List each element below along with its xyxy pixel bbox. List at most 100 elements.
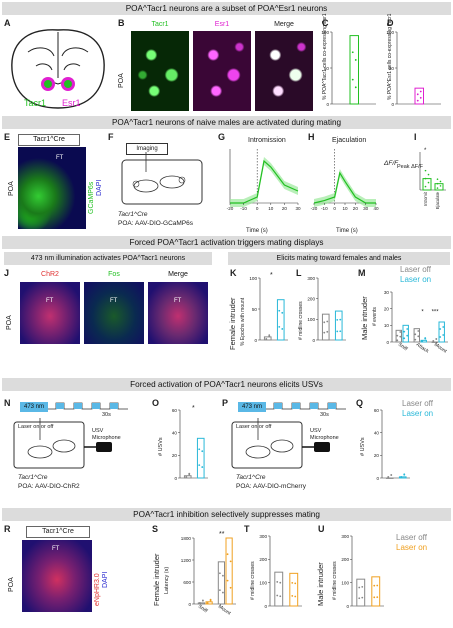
sem-band <box>314 169 376 207</box>
panel-o-ylabel: # USVs <box>158 437 164 456</box>
sig-star: *** <box>432 310 440 316</box>
data-point <box>265 338 268 340</box>
laser-on-off-p: Laser on or off <box>236 424 272 430</box>
data-point <box>424 337 427 340</box>
panel-label-c: C <box>322 18 329 28</box>
bar <box>402 324 409 343</box>
bar <box>225 537 233 605</box>
data-point <box>406 334 409 337</box>
data-point <box>419 96 422 99</box>
panel-label-s: S <box>152 524 159 534</box>
panel-label-d: D <box>387 18 394 28</box>
y-tick-label: 40 <box>172 430 178 435</box>
x-cat-label: Mount <box>433 342 448 355</box>
female-intruder-label: Female intruder <box>228 297 237 350</box>
data-point <box>229 586 232 589</box>
stain-enphr: eNpHR3.0 <box>94 573 101 606</box>
data-point <box>279 581 282 584</box>
panel-label-a: A <box>4 18 11 28</box>
data-point <box>276 594 279 597</box>
data-point <box>351 51 354 54</box>
x-cat-label: Intromit <box>423 191 428 206</box>
bar <box>217 561 226 605</box>
ft-label-e: FT <box>56 155 64 161</box>
data-point <box>222 574 224 577</box>
chart-q: 60 40 20 0 <box>374 408 410 481</box>
data-point <box>226 553 229 556</box>
panel-i-ylabel: Peak ΔF/F <box>397 164 423 170</box>
data-point <box>376 596 379 599</box>
chart-o: 60 40 20 0 * <box>172 405 208 481</box>
duration-p: 30s <box>320 412 329 418</box>
panel-j-side: POA <box>6 315 13 330</box>
panel-label-t: T <box>244 524 250 534</box>
chart-k: 100 50 0 * <box>249 272 288 343</box>
panel-label-m: M <box>358 268 366 278</box>
chart-l: 300 200 100 0 <box>307 276 346 343</box>
data-point <box>326 330 329 333</box>
data-point <box>387 476 390 478</box>
y-tick-label: 0 <box>326 102 329 107</box>
panel-e-side: POA <box>8 181 15 196</box>
laser-box-p: 473 nm <box>238 402 266 412</box>
panel-label-f: F <box>108 132 114 142</box>
data-point <box>424 169 427 172</box>
right-subtitle: Elicits mating toward females and males <box>228 252 450 265</box>
panel-label-p: P <box>222 398 229 408</box>
data-point <box>323 321 326 324</box>
laser-pulses-p <box>266 402 346 410</box>
y-tick-label: 0 <box>254 338 257 343</box>
y-tick-label: 100 <box>386 30 394 35</box>
legend-q-on: Laser on <box>402 409 434 418</box>
legend-u-on: Laser on <box>396 543 428 552</box>
data-point <box>436 182 439 185</box>
data-point <box>416 93 419 96</box>
data-point <box>268 335 271 338</box>
data-point <box>442 326 445 328</box>
panel-label-b: B <box>118 18 125 28</box>
section-header-2: POA^Tacr1 neurons of naive males are act… <box>2 116 451 129</box>
x-tick-label: 20 <box>353 206 359 211</box>
micrograph-merge <box>255 31 313 111</box>
micrograph-tacr1 <box>131 31 189 111</box>
x-cat-label: Ejaculate <box>435 191 440 209</box>
data-point <box>424 185 427 188</box>
panel-h-title: Ejaculation <box>332 137 367 144</box>
data-point <box>400 476 403 478</box>
panel-g-xlabel: Time (s) <box>246 228 268 234</box>
data-point <box>439 180 442 183</box>
x-tick-label: 10 <box>268 206 274 211</box>
y-tick-label: 0 <box>376 476 379 481</box>
bar <box>197 602 205 605</box>
x-tick-label: 20 <box>282 206 288 211</box>
data-point <box>323 331 326 334</box>
data-point <box>358 586 361 589</box>
y-tick-label: 0 <box>264 604 267 609</box>
data-point <box>226 579 229 582</box>
x-tick-label: -10 <box>321 206 328 211</box>
data-point <box>291 581 294 584</box>
data-point <box>421 340 424 342</box>
data-point <box>291 595 294 597</box>
y-tick-label: 0 <box>391 102 394 107</box>
data-point <box>403 330 406 333</box>
female-intruder-s: Female intruder <box>152 553 161 606</box>
x-cat-label: Mount <box>217 604 232 617</box>
bar <box>434 183 444 191</box>
y-tick-label: 100 <box>249 276 257 281</box>
bar <box>276 299 285 341</box>
x-tick-label: 0 <box>333 206 336 211</box>
panel-label-u: U <box>318 524 325 534</box>
sig-star: * <box>270 272 273 279</box>
micrograph-r: FT <box>22 540 92 612</box>
y-tick-label: 300 <box>259 534 267 539</box>
stain-dapi-e: DAPI <box>96 179 103 196</box>
micrograph-chr2: FT <box>20 282 80 344</box>
ft-label-j1: FT <box>46 298 54 304</box>
data-point <box>390 474 393 476</box>
panel-f-line2: POA: AAV-DIO-GCaMP6s <box>118 220 194 227</box>
usv-setup-n <box>13 418 112 469</box>
tacr1-label: Tacr1 <box>24 98 47 108</box>
x-cat-label: Sniff <box>397 342 409 353</box>
data-point <box>278 325 281 328</box>
